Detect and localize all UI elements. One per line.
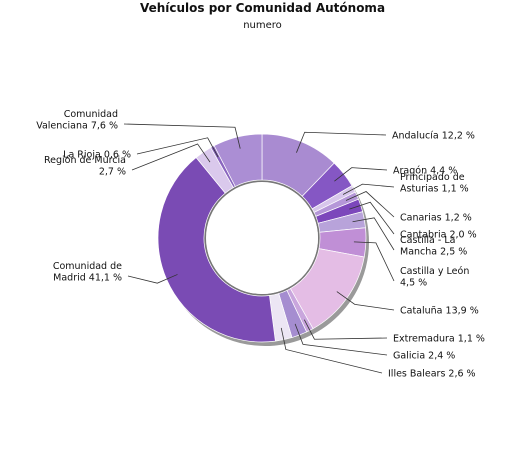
data-label-illes-balears: Illes Balears 2,6 % <box>388 369 476 380</box>
data-label-region-de-murcia: Región de Murcia 2,7 % <box>44 155 126 178</box>
data-label-canarias: Canarias 1,2 % <box>400 213 472 224</box>
data-label-cataluna: Cataluña 13,9 % <box>400 306 479 317</box>
data-label-castilla-y-leon: Castilla y León 4,5 % <box>400 266 469 289</box>
data-label-la-rioja: La Rioja 0,6 % <box>63 150 131 161</box>
leader-line-castilla-la-mancha <box>352 217 395 251</box>
leader-line-extremadura <box>303 319 388 340</box>
leader-line-region-de-murcia <box>131 143 211 171</box>
leader-line-comunidad-valenciana <box>123 123 241 149</box>
leader-line-comunidad-de-madrid <box>127 274 178 284</box>
leader-line-cantabria <box>349 201 395 235</box>
data-label-comunidad-valenciana: Comunidad Valenciana 7,6 % <box>36 109 118 132</box>
data-label-principado-de-asturias: Principado de Asturias 1,1 % <box>400 172 469 195</box>
leader-line-canarias <box>345 191 395 218</box>
chart-title: Vehículos por Comunidad Autónoma <box>139 1 386 15</box>
data-label-comunidad-de-madrid: Comunidad de Madrid 41,1 % <box>53 261 122 284</box>
leader-line-castilla-y-leon <box>353 241 395 282</box>
leader-line-andalucia <box>296 131 387 153</box>
slice-comunidad-valenciana[interactable] <box>213 133 263 187</box>
data-label-extremadura: Extremadura 1,1 % <box>393 334 485 345</box>
data-label-cantabria: Cantabria 2,0 % <box>400 230 477 241</box>
leader-line-galicia <box>294 323 388 356</box>
data-label-andalucia: Andalucía 12,2 % <box>392 131 475 142</box>
leader-line-la-rioja <box>136 137 219 158</box>
donut-hole <box>206 182 318 294</box>
data-label-castilla-la-mancha: Castilla - La Mancha 2,5 % <box>400 235 467 258</box>
leader-line-cataluna <box>336 291 395 311</box>
leader-line-illes-balears <box>280 327 383 374</box>
data-label-aragon: Aragón 4,4 % <box>393 166 457 177</box>
leader-line-principado-de-asturias <box>342 183 395 195</box>
data-label-galicia: Galicia 2,4 % <box>393 351 455 362</box>
chart-subtitle: numero <box>243 20 282 31</box>
leader-line-aragon <box>334 167 388 182</box>
slice-comunidad-de-madrid[interactable] <box>157 157 276 343</box>
